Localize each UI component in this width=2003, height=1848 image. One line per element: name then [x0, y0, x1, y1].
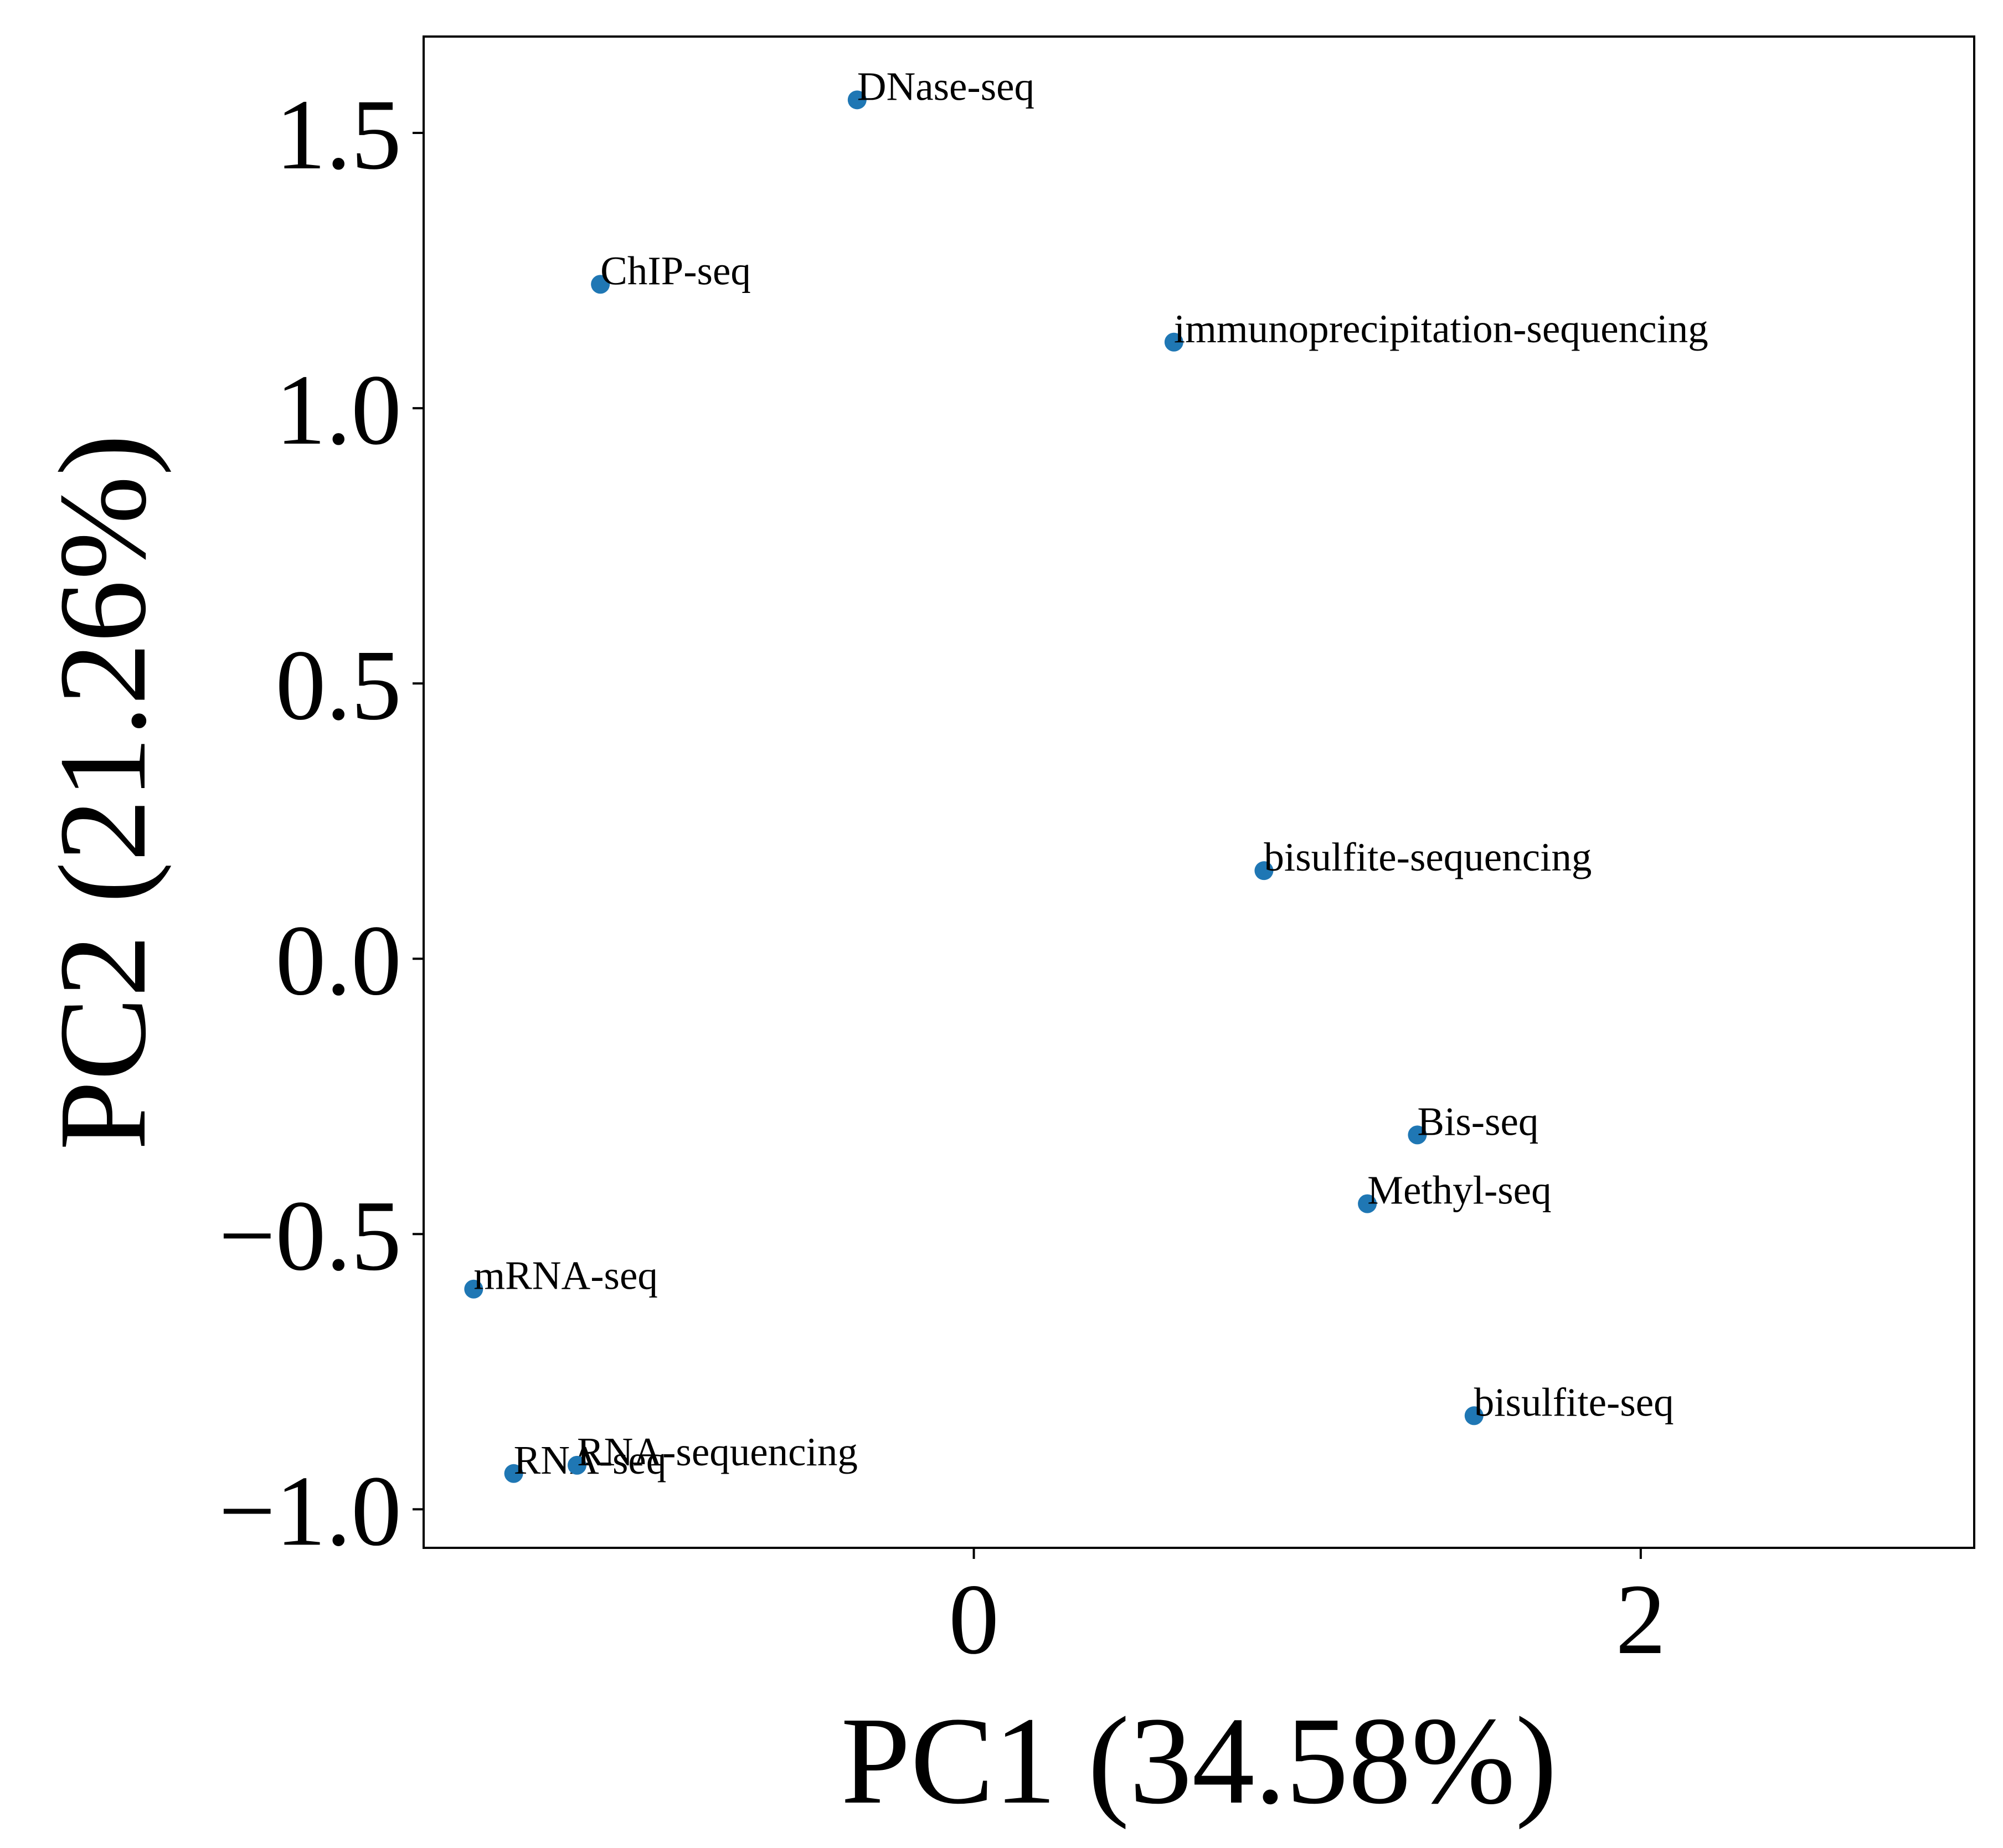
- y-tick-label: 0.5: [276, 630, 402, 741]
- y-tick-label: 1.0: [276, 354, 402, 466]
- data-point: [567, 1455, 586, 1475]
- data-point-label: RNA-sequencing: [577, 1429, 858, 1474]
- data-point: [847, 90, 867, 110]
- plot-frame: [423, 35, 1975, 1549]
- y-tick-label: 1.5: [276, 79, 402, 191]
- x-tick-label: 0: [949, 1564, 999, 1675]
- data-point-label: RNA-seq: [514, 1438, 667, 1482]
- data-point-label: Methyl-seq: [1367, 1168, 1552, 1213]
- data-point: [1164, 332, 1183, 352]
- data-point-label: bisulfite-seq: [1474, 1379, 1674, 1424]
- data-point: [504, 1464, 523, 1483]
- y-tick-label: −1.0: [219, 1455, 401, 1567]
- data-point: [1254, 861, 1274, 881]
- data-point-label: bisulfite-sequencing: [1264, 835, 1592, 879]
- y-axis-title: PC2 (21.26%): [33, 434, 172, 1150]
- data-point-label: DNase-seq: [857, 64, 1034, 109]
- y-tick-label: 0.0: [276, 905, 402, 1016]
- y-tick-label: −0.5: [219, 1180, 401, 1291]
- data-point: [1464, 1406, 1484, 1425]
- data-point-label: ChIP-seq: [600, 248, 751, 293]
- data-point: [591, 275, 610, 294]
- data-point-label: mRNA-seq: [473, 1253, 658, 1298]
- x-axis-title: PC1 (34.58%): [841, 1691, 1557, 1830]
- data-point: [464, 1279, 483, 1299]
- data-point-label: immunoprecipitation-sequencing: [1174, 306, 1708, 351]
- y-axis: −1.0 −0.5 0.0 0.5 1.0 1.5: [219, 79, 424, 1567]
- data-point: [1358, 1194, 1377, 1213]
- data-point-label: Bis-seq: [1417, 1099, 1538, 1144]
- plot-area: DNase-seq ChIP-seq immunoprecipitation-seq…: [464, 64, 1708, 1483]
- x-tick-label: 2: [1615, 1564, 1666, 1675]
- data-point: [1408, 1125, 1427, 1145]
